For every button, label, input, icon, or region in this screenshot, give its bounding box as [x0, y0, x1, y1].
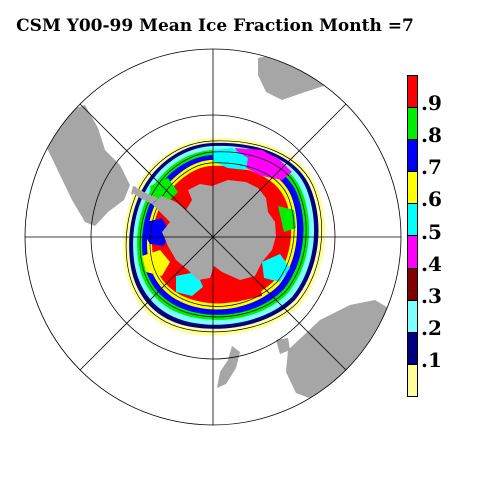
legend-swatch [408, 172, 417, 205]
legend-label: .3 [421, 283, 442, 308]
legend-label: .4 [421, 251, 442, 276]
legend-label: .6 [421, 187, 442, 212]
australia-land [286, 300, 401, 402]
new-zealand-land [217, 346, 240, 388]
ice-patch-green-2 [278, 206, 296, 232]
legend-swatch [408, 108, 417, 141]
legend-swatch [408, 236, 417, 269]
ice-patch-blue [144, 218, 170, 246]
legend-label: .8 [421, 122, 442, 147]
africa-land [258, 52, 345, 100]
legend-label: .7 [421, 155, 442, 180]
legend-swatch [408, 332, 417, 365]
legend-swatch [408, 76, 417, 109]
map-disk [40, 52, 401, 402]
color-legend-bar [407, 75, 418, 397]
ice-patch-cyan-3 [262, 254, 290, 282]
antarctic-peninsula-land [132, 188, 158, 204]
tasmania-land [276, 338, 290, 354]
ice-patch-red-2 [200, 276, 262, 302]
ice-contours [125, 140, 323, 333]
legend-label: .2 [421, 316, 442, 341]
south-america-land [40, 105, 130, 226]
legend-swatch [408, 268, 417, 301]
color-legend-labels: .9 .8 .7 .6 .5 .4 .3 .2 .1 [421, 75, 461, 397]
ice-patch-yellow [142, 250, 170, 276]
legend-swatch [408, 204, 417, 237]
legend-swatch [408, 140, 417, 173]
legend-label: .9 [421, 90, 442, 115]
legend-label: .5 [421, 219, 442, 244]
map-title: CSM Y00-99 Mean Ice Fraction Month =7 [16, 16, 414, 36]
map-grid [24, 48, 402, 426]
legend-swatch [408, 364, 417, 396]
meridian-line-diag-2 [79, 103, 347, 371]
legend-label: .1 [421, 348, 442, 373]
legend-swatch [408, 300, 417, 333]
